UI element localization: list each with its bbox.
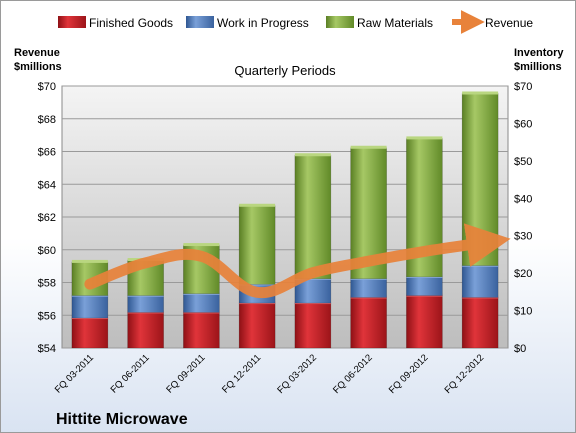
right-tick-label: $20 — [514, 268, 532, 280]
legend-item-revenue: Revenue — [452, 10, 533, 34]
legend: Finished Goods Work in Progress Raw Mate… — [58, 10, 533, 34]
legend-label-work-in-progress: Work in Progress — [217, 16, 309, 30]
bar-work-in-progress — [406, 276, 443, 296]
revenue-series-line — [84, 223, 511, 299]
right-axis-title-line2: $millions — [514, 61, 562, 73]
bar-finished-goods — [127, 312, 164, 349]
x-tick-label: FQ 12-2011 — [220, 352, 263, 395]
bar-raw-materials-top — [350, 145, 387, 149]
legend-item-work-in-progress: Work in Progress — [186, 16, 309, 30]
bar-finished-goods — [461, 297, 499, 349]
x-tick-label: FQ 06-2011 — [109, 352, 152, 395]
left-tick-label: $62 — [38, 212, 56, 224]
legend-label-finished-goods: Finished Goods — [89, 16, 173, 30]
legend-swatch-finished-goods — [58, 16, 86, 28]
bar-finished-goods — [294, 302, 332, 349]
bar-stacks — [71, 91, 499, 349]
bar-finished-goods — [238, 302, 276, 349]
x-tick-label: FQ 06-2012 — [331, 352, 375, 396]
right-tick-label: $60 — [514, 118, 532, 130]
x-axis-ticks: FQ 03-2011 FQ 06-2011 FQ 09-2011 FQ 12-2011… — [53, 352, 486, 396]
x-tick-label: FQ 09-2011 — [164, 352, 207, 395]
bar-raw-materials — [294, 154, 332, 280]
bar-raw-materials-top — [239, 203, 276, 207]
left-tick-label: $58 — [38, 278, 56, 290]
right-axis-ticks: $0 $10 $20 $30 $40 $50 $60 $70 — [514, 81, 532, 355]
legend-label-revenue: Revenue — [485, 16, 533, 30]
bar-raw-materials-top — [462, 91, 499, 95]
bar-finished-goods — [406, 295, 443, 349]
left-axis-ticks: $54 $56 $58 $60 $62 $64 $66 $68 $70 — [38, 81, 56, 355]
legend-swatch-raw-materials — [326, 16, 354, 28]
legend-label-raw-materials: Raw Materials — [357, 16, 433, 30]
right-tick-label: $0 — [514, 343, 526, 355]
bar-finished-goods — [183, 312, 220, 349]
bar-finished-goods — [71, 317, 109, 349]
right-axis-title-line1: Inventory — [514, 47, 564, 59]
x-tick-label: FQ 03-2012 — [275, 352, 319, 396]
left-axis-title-line2: $millions — [14, 61, 62, 73]
left-tick-label: $66 — [38, 147, 56, 159]
right-tick-label: $40 — [514, 193, 532, 205]
bar-work-in-progress — [71, 295, 109, 319]
bar-work-in-progress — [461, 265, 499, 298]
x-tick-label: FQ 09-2012 — [387, 352, 431, 396]
legend-item-raw-materials: Raw Materials — [326, 16, 433, 30]
bar-finished-goods — [350, 297, 387, 349]
bar-raw-materials-top — [71, 259, 108, 263]
right-tick-label: $50 — [514, 156, 532, 168]
chart-subtitle: Quarterly Periods — [234, 63, 336, 78]
left-tick-label: $70 — [38, 81, 56, 93]
left-tick-label: $60 — [38, 245, 56, 257]
bar-work-in-progress — [350, 278, 387, 298]
bar-raw-materials-top — [183, 243, 220, 247]
company-name: Hittite Microwave — [56, 411, 188, 428]
right-tick-label: $30 — [514, 231, 532, 243]
bar-raw-materials-top — [294, 153, 331, 157]
right-tick-label: $10 — [514, 306, 532, 318]
left-tick-label: $68 — [38, 114, 56, 126]
left-tick-label: $64 — [38, 179, 56, 191]
left-tick-label: $54 — [38, 343, 56, 355]
bar-work-in-progress — [183, 293, 220, 313]
bar-work-in-progress — [127, 295, 164, 313]
bar-raw-materials-top — [406, 136, 443, 140]
revenue-line — [84, 223, 511, 299]
left-tick-label: $56 — [38, 310, 56, 322]
bar-raw-materials — [238, 205, 276, 285]
left-axis-title-line1: Revenue — [14, 47, 60, 59]
x-tick-label: FQ 12-2012 — [443, 352, 487, 396]
x-tick-label: FQ 03-2011 — [53, 352, 96, 395]
legend-swatch-work-in-progress — [186, 16, 214, 28]
legend-item-finished-goods: Finished Goods — [58, 16, 173, 30]
right-tick-label: $70 — [514, 81, 532, 93]
